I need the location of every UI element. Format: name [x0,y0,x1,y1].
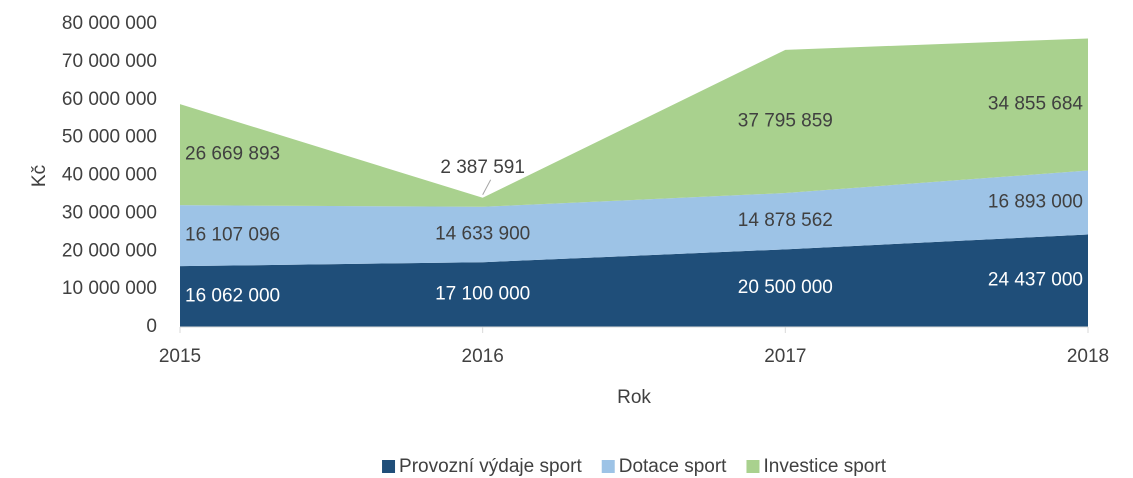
data-label: 16 893 000 [988,191,1083,212]
y-tick-label: 60 000 000 [62,89,157,110]
legend-swatch [746,460,760,473]
legend-swatch [382,460,396,473]
y-tick-label: 70 000 000 [62,51,157,72]
y-tick-label: 10 000 000 [62,278,157,299]
legend-swatch [601,460,615,473]
data-label: 24 437 000 [988,270,1083,291]
x-tick-label: 2017 [764,346,806,367]
y-tick-label: 0 [146,316,157,337]
y-tick-label: 40 000 000 [62,165,157,186]
data-label: 34 855 684 [988,93,1084,114]
x-tick-label: 2016 [462,346,504,367]
area [180,234,1088,327]
data-label: 17 100 000 [435,284,530,305]
y-tick-label: 80 000 000 [62,13,157,34]
data-label: 14 633 900 [435,224,530,245]
y-axis-label: Kč [29,165,50,187]
y-tick-label: 20 000 000 [62,240,157,261]
data-label: 16 062 000 [185,286,280,307]
y-tick-label: 50 000 000 [62,127,157,148]
data-label: 2 387 591 [440,157,525,178]
x-tick-label: 2015 [159,346,201,367]
area [180,38,1088,207]
y-tick-label: 30 000 000 [62,202,157,223]
area [180,170,1088,267]
data-label: 16 107 096 [185,225,280,246]
data-label: 26 669 893 [185,144,280,165]
data-label: 20 500 000 [738,277,833,298]
data-label: 37 795 859 [738,110,833,131]
leader-line [482,179,492,196]
x-tick-label: 2018 [1067,346,1109,367]
legend-label: Investice sport [763,456,886,477]
data-label: 14 878 562 [738,210,833,231]
legend-label: Provozní výdaje sport [399,456,582,477]
x-axis-label: Rok [617,387,651,408]
legend-label: Dotace sport [619,456,727,477]
